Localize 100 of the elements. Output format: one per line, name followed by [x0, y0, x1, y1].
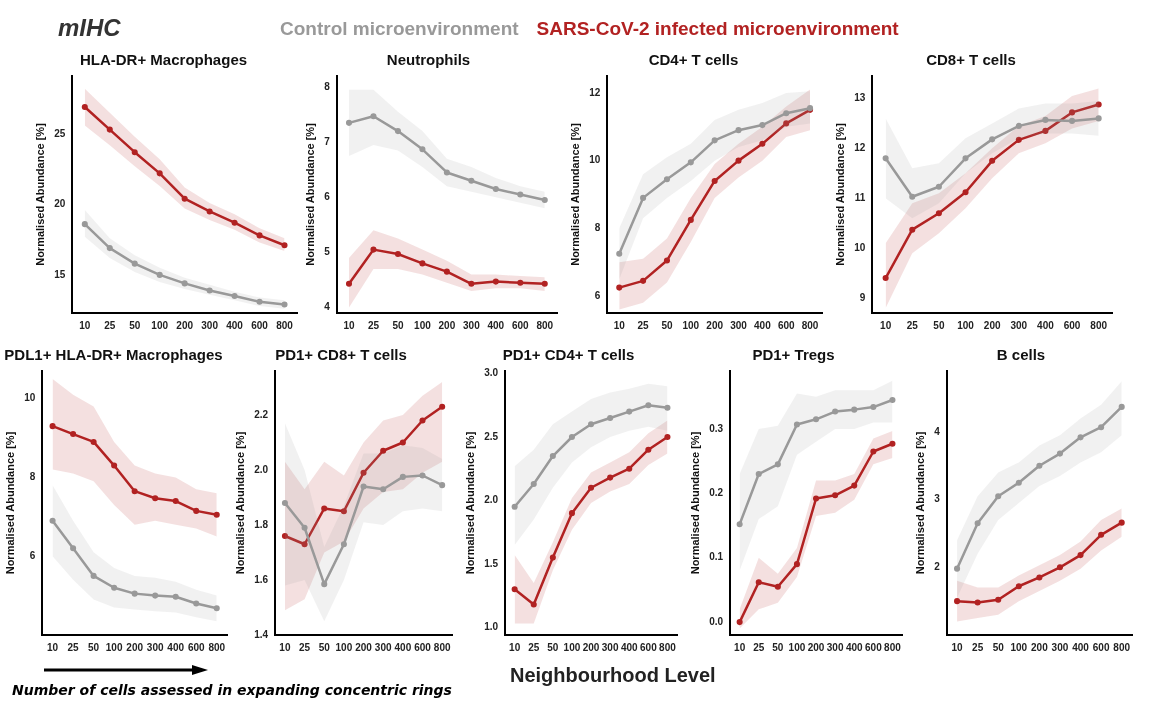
y-axis-title: Normalised Abundance [%] [303, 122, 316, 266]
chart-title: PD1+ CD4+ T cells [502, 346, 635, 364]
x-tick-label: 400 [167, 641, 185, 653]
x-tick-label: 50 [772, 641, 784, 653]
y-tick-label: 10 [589, 154, 601, 166]
y-axis-title: Normalised Abundance [%] [463, 431, 476, 575]
x-tick-label: 300 [730, 319, 748, 331]
y-tick-label: 4 [934, 425, 941, 437]
chart-title: PD1+ CD8+ T cells [275, 346, 407, 364]
y-tick-label: 8 [594, 222, 601, 234]
x-tick-label: 100 [1010, 641, 1028, 653]
y-axis-title: Normalised Abundance [%] [568, 122, 581, 266]
x-tick-label: 10 [343, 319, 355, 331]
x-tick-label: 200 [582, 641, 600, 653]
y-axis-title: Normalised Abundance [%] [913, 431, 926, 575]
x-tick-label: 400 [1072, 641, 1090, 653]
x-tick-label: 10 [79, 319, 91, 331]
y-tick-label: 1.8 [254, 518, 269, 530]
x-tick-label: 10 [509, 641, 521, 653]
x-tick-label: 100 [957, 319, 975, 331]
x-tick-label: 800 [433, 641, 451, 653]
y-tick-label: 0.1 [709, 551, 724, 563]
x-tick-label: 600 [187, 641, 205, 653]
x-tick-label: 50 [661, 319, 673, 331]
y-tick-label: 12 [589, 86, 601, 98]
x-tick-label: 400 [845, 641, 864, 653]
x-tick-label: 600 [1063, 319, 1081, 331]
y-tick-label: 6 [594, 289, 601, 301]
x-tick-label: 25 [299, 641, 311, 653]
x-tick-label: 600 [414, 641, 432, 653]
y-tick-label: 1.5 [484, 557, 499, 569]
text: Neighbourhood Level [510, 664, 716, 687]
y-tick-label: 9 [859, 291, 866, 303]
x-tick-label: 600 [1092, 641, 1110, 653]
y-tick-label: 5 [324, 246, 331, 258]
y-tick-label: 8 [324, 80, 331, 92]
x-tick-label: 300 [826, 641, 844, 653]
x-tick-label: 400 [487, 319, 505, 331]
x-tick-label: 200 [176, 319, 194, 331]
x-tick-label: 300 [1010, 319, 1028, 331]
x-tick-label: 300 [201, 319, 219, 331]
x-tick-label: 10 [880, 319, 892, 331]
y-tick-label: 3 [934, 493, 941, 505]
x-tick-label: 200 [706, 319, 724, 331]
x-tick-label: 50 [88, 641, 100, 653]
y-tick-label: 0.0 [709, 615, 724, 627]
x-tick-label: 25 [637, 319, 650, 331]
x-tick-label: 400 [226, 319, 244, 331]
x-tick-label: 25 [972, 641, 984, 653]
x-tick-label: 200 [126, 641, 144, 653]
x-tick-label: 10 [279, 641, 291, 653]
x-tick-label: 600 [865, 641, 883, 653]
chart-title: PD1+ Tregs [752, 346, 835, 364]
x-tick-label: 25 [367, 319, 380, 331]
x-tick-label: 200 [807, 641, 825, 653]
x-tick-label: 50 [392, 319, 404, 331]
y-tick-label: 1.6 [254, 573, 269, 585]
y-tick-label: 20 [54, 198, 66, 210]
y-tick-label: 4 [324, 301, 331, 313]
x-tick-label: 400 [620, 641, 639, 653]
x-tick-label: 50 [129, 319, 141, 331]
x-tick-label: 300 [146, 641, 164, 653]
y-tick-label: 2 [934, 561, 941, 573]
x-tick-label: 600 [251, 319, 269, 331]
x-tick-label: 100 [105, 641, 123, 653]
y-tick-label: 8 [29, 471, 36, 483]
x-tick-label: 200 [1031, 641, 1049, 653]
x-tick-label: 400 [394, 641, 412, 653]
x-tick-label: 100 [788, 641, 806, 653]
y-tick-label: 1.0 [484, 621, 499, 633]
y-tick-label: 2.5 [484, 430, 499, 442]
chart-title: CD8+ T cells [926, 51, 1016, 69]
x-tick-label: 10 [734, 641, 746, 653]
x-tick-label: 600 [511, 319, 530, 331]
chart-title: PDL1+ HLA-DR+ Macrophages [4, 346, 223, 364]
y-axis-title: Normalised Abundance [%] [233, 431, 246, 575]
x-tick-label: 25 [67, 641, 80, 653]
x-tick-label: 100 [414, 319, 432, 331]
y-tick-label: 25 [54, 127, 66, 139]
text: mIHC [58, 14, 121, 42]
x-tick-label: 800 [884, 641, 902, 653]
y-tick-label: 7 [324, 135, 331, 147]
x-tick-label: 400 [754, 319, 772, 331]
x-tick-label: 25 [104, 319, 116, 331]
x-tick-label: 200 [355, 641, 373, 653]
y-tick-label: 0.2 [709, 487, 724, 499]
y-tick-label: 12 [854, 142, 866, 154]
y-tick-label: 2.0 [484, 494, 499, 506]
x-tick-label: 50 [318, 641, 331, 653]
x-tick-label: 800 [276, 319, 294, 331]
x-tick-label: 800 [1090, 319, 1108, 331]
x-tick-label: 10 [613, 319, 626, 331]
x-tick-label: 300 [374, 641, 392, 653]
x-tick-label: 200 [983, 319, 1001, 331]
x-tick-label: 25 [906, 319, 919, 331]
y-tick-label: 6 [29, 549, 36, 561]
x-tick-label: 100 [563, 641, 581, 653]
x-tick-label: 400 [1037, 319, 1055, 331]
chart-title: HLA-DR+ Macrophages [79, 51, 248, 69]
x-tick-label: 600 [777, 319, 795, 331]
